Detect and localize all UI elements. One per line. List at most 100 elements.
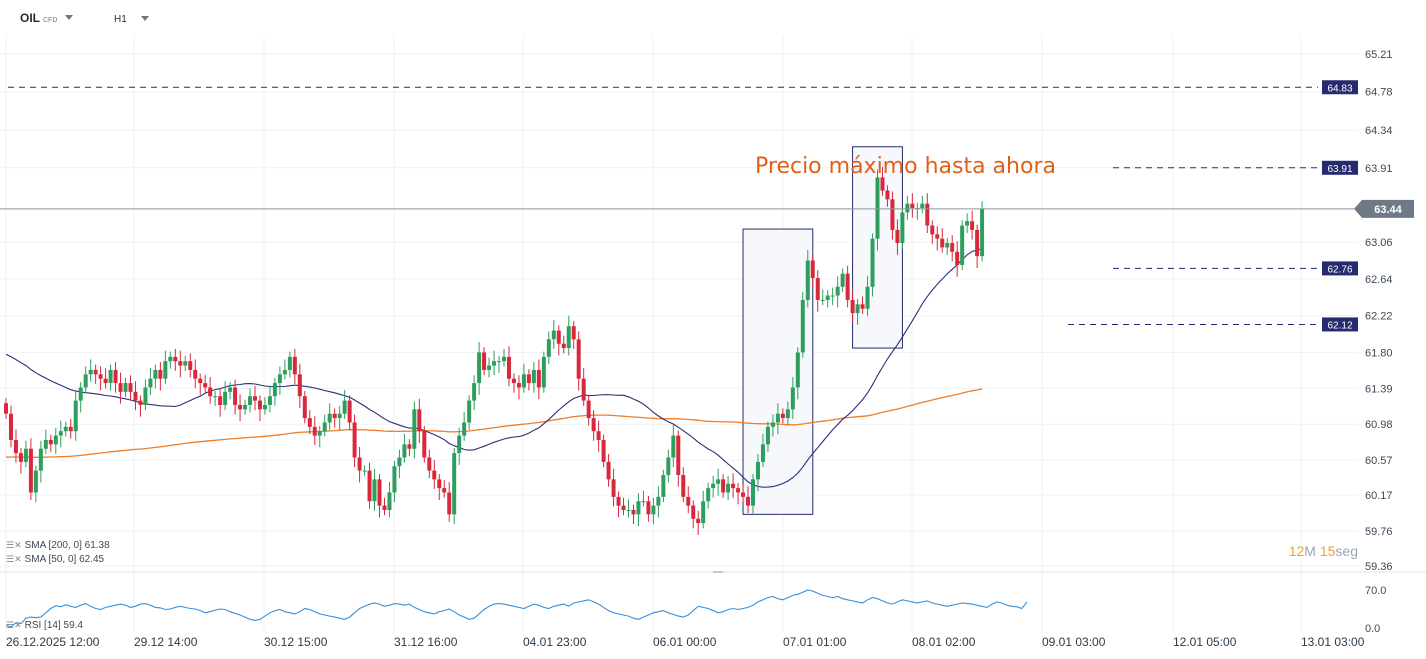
candle-body[interactable] <box>696 518 701 524</box>
candle-body[interactable] <box>945 243 950 248</box>
candle-body[interactable] <box>865 286 870 309</box>
candle-body[interactable] <box>716 479 721 484</box>
candle-body[interactable] <box>960 225 965 265</box>
candle-body[interactable] <box>108 369 113 384</box>
candle-body[interactable] <box>940 238 945 248</box>
candle-body[interactable] <box>78 387 83 401</box>
candle-body[interactable] <box>870 238 875 287</box>
chevron-down-icon[interactable] <box>65 15 73 20</box>
candle-body[interactable] <box>905 203 910 213</box>
candle-body[interactable] <box>910 203 915 209</box>
candle-body[interactable] <box>98 374 103 379</box>
candle-body[interactable] <box>736 488 741 493</box>
candle-body[interactable] <box>118 383 123 392</box>
chart-annotation-text[interactable]: Precio máximo hasta ahora <box>755 154 1056 179</box>
candle-body[interactable] <box>516 383 521 388</box>
candle-body[interactable] <box>257 400 262 410</box>
candle-body[interactable] <box>158 369 163 379</box>
candle-body[interactable] <box>88 369 93 375</box>
candle-body[interactable] <box>183 361 188 366</box>
candle-body[interactable] <box>616 496 621 506</box>
candle-body[interactable] <box>317 431 322 436</box>
candle-body[interactable] <box>377 479 382 506</box>
candle-body[interactable] <box>223 391 228 405</box>
candle-body[interactable] <box>661 474 666 497</box>
candle-body[interactable] <box>477 352 482 384</box>
candle-body[interactable] <box>751 479 755 506</box>
settings-icon[interactable]: ☰✕ <box>6 540 22 550</box>
candle-body[interactable] <box>228 387 233 392</box>
candle-body[interactable] <box>800 299 805 353</box>
candle-body[interactable] <box>48 439 53 445</box>
candle-body[interactable] <box>815 278 820 300</box>
candle-body[interactable] <box>636 501 641 515</box>
candle-body[interactable] <box>407 444 412 449</box>
candle-body[interactable] <box>208 387 213 397</box>
candle-body[interactable] <box>163 361 168 379</box>
candle-body[interactable] <box>805 260 810 300</box>
candle-body[interactable] <box>352 422 357 458</box>
candle-body[interactable] <box>437 479 442 489</box>
legend-rsi[interactable]: ☰✕ RSI [14] 59.4 <box>6 620 83 631</box>
candle-body[interactable] <box>726 483 731 493</box>
candle-body[interactable] <box>497 361 502 363</box>
candle-body[interactable] <box>412 409 417 449</box>
candle-body[interactable] <box>213 396 218 398</box>
candle-body[interactable] <box>671 435 676 458</box>
chevron-down-icon[interactable] <box>141 16 149 21</box>
candle-body[interactable] <box>586 400 591 419</box>
candle-body[interactable] <box>561 343 566 349</box>
candle-body[interactable] <box>746 496 751 506</box>
candle-body[interactable] <box>382 505 387 510</box>
candle-body[interactable] <box>571 326 576 340</box>
candle-body[interactable] <box>487 365 492 370</box>
candle-body[interactable] <box>626 509 631 511</box>
candle-body[interactable] <box>143 387 148 405</box>
symbol-selector[interactable]: OIL CFD <box>20 11 57 25</box>
candle-body[interactable] <box>203 383 208 388</box>
candle-body[interactable] <box>681 474 686 497</box>
candle-body[interactable] <box>13 439 18 454</box>
candle-body[interactable] <box>651 505 656 515</box>
candle-body[interactable] <box>218 396 223 405</box>
candle-body[interactable] <box>860 304 865 309</box>
candle-body[interactable] <box>422 431 427 458</box>
candle-body[interactable] <box>541 356 546 388</box>
settings-icon[interactable]: ☰✕ <box>6 620 22 630</box>
candle-body[interactable] <box>880 177 885 191</box>
candle-body[interactable] <box>168 356 173 362</box>
candle-body[interactable] <box>128 383 133 392</box>
candle-body[interactable] <box>920 203 925 209</box>
candle-body[interactable] <box>392 466 397 493</box>
candle-body[interactable] <box>73 400 78 432</box>
candle-body[interactable] <box>53 435 58 445</box>
candle-body[interactable] <box>38 448 43 471</box>
candle-body[interactable] <box>895 229 900 244</box>
candle-body[interactable] <box>198 378 203 384</box>
candle-body[interactable] <box>885 190 890 200</box>
candle-body[interactable] <box>706 488 711 502</box>
candle-body[interactable] <box>43 439 48 449</box>
candle-body[interactable] <box>511 378 516 384</box>
candle-body[interactable] <box>452 453 457 515</box>
candle-body[interactable] <box>741 492 746 497</box>
candle-body[interactable] <box>641 501 646 503</box>
candle-body[interactable] <box>631 509 636 515</box>
candle-body[interactable] <box>442 488 447 493</box>
candle-body[interactable] <box>337 413 342 419</box>
candle-body[interactable] <box>178 361 183 366</box>
candle-body[interactable] <box>502 356 506 362</box>
candle-body[interactable] <box>417 409 422 432</box>
candle-body[interactable] <box>676 435 681 475</box>
candle-body[interactable] <box>531 369 536 384</box>
candle-body[interactable] <box>965 221 970 226</box>
candle-body[interactable] <box>506 356 511 379</box>
candle-body[interactable] <box>656 496 661 506</box>
candle-body[interactable] <box>23 448 28 462</box>
candle-body[interactable] <box>262 404 267 410</box>
candle-body[interactable] <box>780 413 785 419</box>
candle-body[interactable] <box>611 479 616 497</box>
highlight-rectangle[interactable] <box>742 228 814 515</box>
legend-sma50[interactable]: ☰✕ SMA [50, 0] 62.45 <box>6 554 104 565</box>
candle-body[interactable] <box>731 483 736 489</box>
